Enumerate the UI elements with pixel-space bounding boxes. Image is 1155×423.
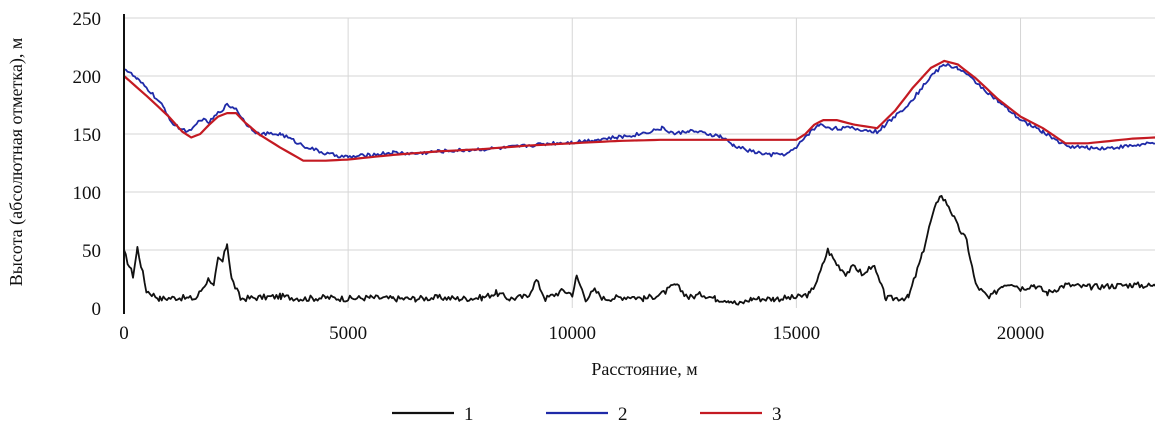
x-axis-title: Расстояние, м [591,359,697,379]
legend: 1 2 3 [392,404,782,423]
x-tick-label: 5000 [329,323,367,344]
legend-label-2: 2 [618,404,628,423]
y-tick-label: 50 [82,241,101,262]
y-tick-label: 250 [73,9,102,30]
y-tick-label: 0 [92,299,102,320]
x-tick-label: 0 [119,323,129,344]
series-line-2 [123,63,1155,159]
legend-label-1: 1 [464,404,474,423]
grid-lines [124,17,1155,308]
x-tick-label: 20000 [997,323,1045,344]
series-lines [123,59,1155,306]
series-line-1 [123,195,1155,306]
x-tick-label: 15000 [773,323,821,344]
y-tick-label: 150 [73,125,102,146]
y-axis-title: Высота (абсолютная отметка), м [6,38,27,287]
y-tick-label: 200 [73,67,102,88]
legend-label-3: 3 [772,404,782,423]
y-tick-labels: 0 50 100 150 200 250 [73,9,102,320]
y-tick-label: 100 [73,183,102,204]
x-tick-label: 10000 [549,323,597,344]
x-tick-labels: 0 5000 10000 15000 20000 [119,323,1044,344]
series-line-3 [123,59,1155,162]
